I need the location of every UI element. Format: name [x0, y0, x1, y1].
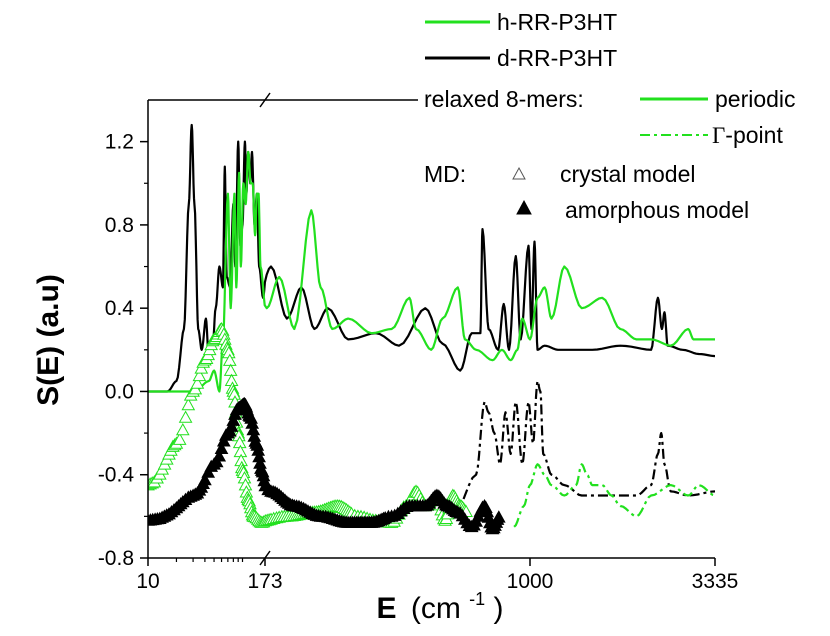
marker [223, 363, 238, 376]
marker [491, 510, 506, 523]
x-axis-unit-post: ) [494, 592, 504, 625]
x-tick-label: 173 [247, 570, 282, 593]
x-tick-label: 3335 [692, 570, 739, 593]
gamma-symbol: Γ [712, 123, 725, 148]
legend-marker-crystal [512, 166, 526, 180]
y-tick-label: -0.4 [98, 464, 135, 487]
marker [172, 432, 187, 445]
legend-label-crystal: crystal model [560, 161, 695, 187]
x-tick-label: 10 [136, 570, 159, 593]
y-tick-label: 1.2 [105, 131, 134, 154]
y-tick-label: 0.0 [105, 380, 134, 403]
series-d-rr-p3ht-md-amorphous [148, 396, 506, 535]
y-tick-label: 0.8 [105, 214, 134, 237]
x-axis-unit-pre: (cm [411, 592, 461, 625]
marker [190, 376, 205, 389]
tick-labels: -0.8 -0.4 0.0 0.4 0.8 1.2 10 173 1000 3335 [98, 131, 739, 593]
legend-marker-amorphous [516, 199, 532, 215]
marker [181, 397, 196, 411]
series-layer [148, 123, 715, 535]
y-tick-label: 0.4 [105, 297, 135, 320]
x-tick-label: 1000 [507, 570, 554, 593]
legend-label-h-rr-p3ht: h-RR-P3HT [497, 9, 617, 35]
marker [198, 472, 212, 486]
legend-label-d-rr-p3ht: d-RR-P3HT [497, 45, 617, 71]
legend-label-amorphous: amorphous model [565, 197, 749, 223]
y-axis-title: S(E) (a.u) [32, 274, 65, 406]
legend-label-gamma-point: Γ-point [712, 122, 783, 148]
x-axis-symbol: E [376, 592, 396, 625]
y-tick-label: -0.8 [98, 547, 134, 570]
series-h-rr-p3ht-periodic [148, 150, 715, 393]
axes [140, 92, 716, 566]
marker [226, 413, 241, 426]
axis-break-top [259, 92, 271, 108]
legend-label-md: MD: [424, 161, 466, 187]
series-d-rr-p3ht-point [452, 379, 715, 518]
marker [192, 368, 207, 382]
marker [214, 441, 229, 454]
legend-label-relaxed: relaxed 8-mers: [424, 86, 584, 112]
legend-label-periodic: periodic [715, 86, 796, 112]
gamma-text: -point [725, 122, 783, 148]
marker [178, 410, 193, 423]
x-axis-unit-sup: -1 [469, 589, 485, 609]
series-h-rr-p3ht-point [513, 463, 715, 528]
marker [212, 449, 227, 462]
x-axis-title: E (cm -1 ) [376, 579, 503, 625]
marker [224, 419, 239, 432]
legend: h-RR-P3HT d-RR-P3HT relaxed 8-mers: peri… [424, 9, 796, 223]
marker [175, 422, 190, 436]
